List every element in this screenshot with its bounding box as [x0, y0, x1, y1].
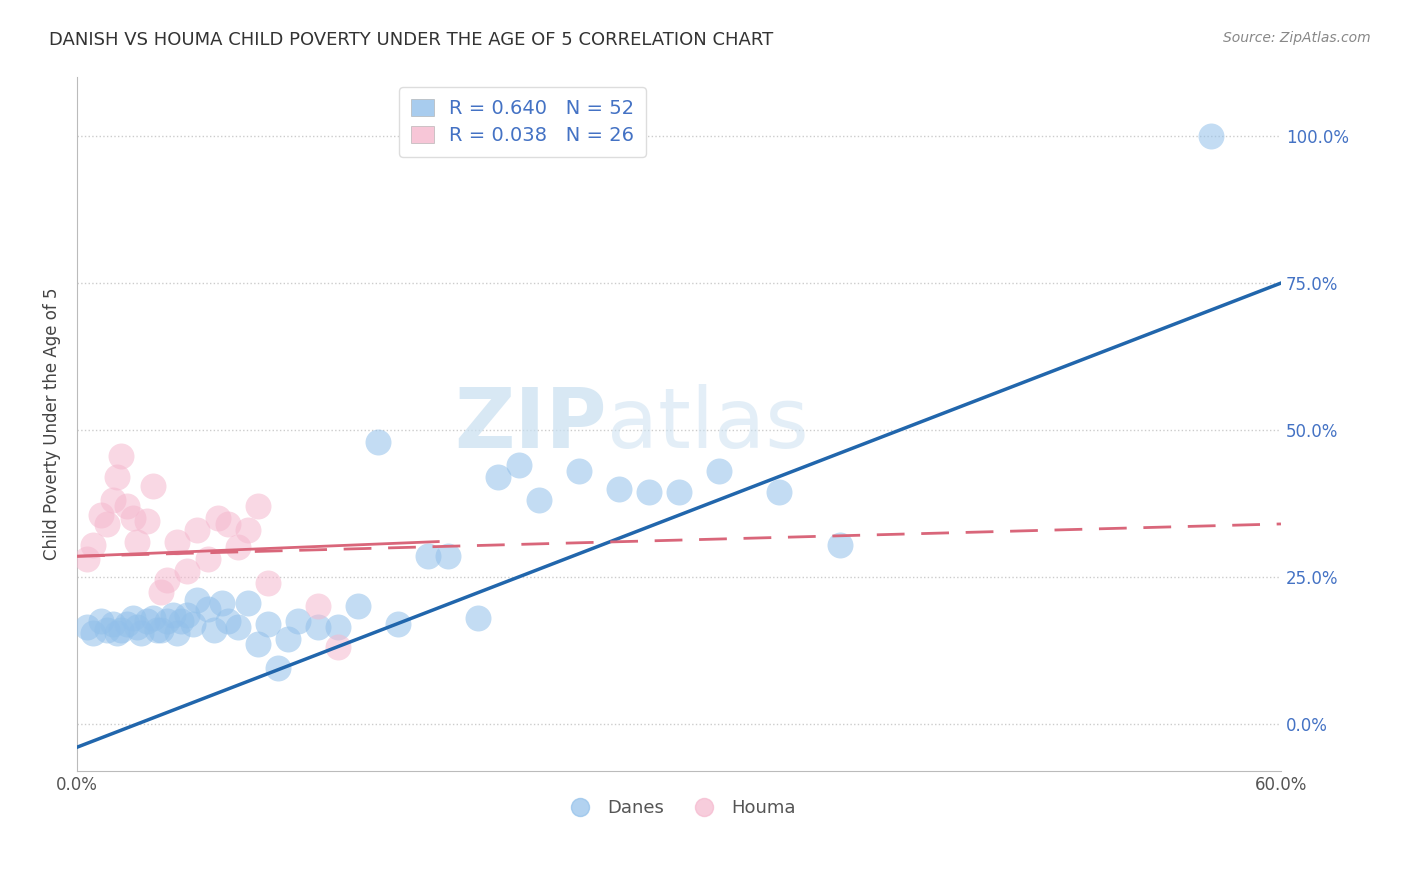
Point: [347, 599, 370, 614]
Point: [226, 541, 249, 555]
Point: [256, 575, 278, 590]
Point: [166, 534, 188, 549]
Point: [307, 599, 329, 614]
Point: [176, 607, 198, 622]
Point: [186, 523, 208, 537]
Point: [117, 616, 139, 631]
Point: [828, 537, 851, 551]
Point: [437, 549, 460, 564]
Point: [246, 500, 269, 514]
Point: [136, 614, 159, 628]
Point: [226, 620, 249, 634]
Point: [122, 611, 145, 625]
Point: [326, 640, 349, 655]
Point: [127, 620, 149, 634]
Legend: Danes, Houma: Danes, Houma: [555, 791, 803, 824]
Point: [1199, 129, 1222, 144]
Point: [90, 508, 112, 522]
Point: [267, 661, 290, 675]
Point: [142, 611, 165, 625]
Point: [287, 614, 309, 628]
Point: [418, 549, 440, 564]
Text: ZIP: ZIP: [454, 384, 607, 465]
Point: [217, 614, 239, 628]
Point: [117, 500, 139, 514]
Point: [197, 602, 219, 616]
Point: [136, 514, 159, 528]
Point: [176, 564, 198, 578]
Point: [638, 484, 661, 499]
Point: [166, 625, 188, 640]
Point: [236, 523, 259, 537]
Point: [707, 464, 730, 478]
Point: [110, 450, 132, 464]
Point: [186, 593, 208, 607]
Point: [103, 616, 125, 631]
Point: [162, 607, 184, 622]
Point: [508, 458, 530, 473]
Point: [82, 537, 104, 551]
Point: [527, 493, 550, 508]
Point: [150, 623, 173, 637]
Text: atlas: atlas: [607, 384, 808, 465]
Point: [768, 484, 790, 499]
Point: [82, 625, 104, 640]
Point: [387, 616, 409, 631]
Point: [76, 552, 98, 566]
Point: [326, 620, 349, 634]
Point: [150, 584, 173, 599]
Point: [236, 596, 259, 610]
Y-axis label: Child Poverty Under the Age of 5: Child Poverty Under the Age of 5: [44, 288, 60, 560]
Point: [256, 616, 278, 631]
Point: [202, 623, 225, 637]
Point: [217, 516, 239, 531]
Point: [96, 623, 118, 637]
Point: [142, 479, 165, 493]
Point: [110, 623, 132, 637]
Point: [467, 611, 489, 625]
Point: [146, 623, 169, 637]
Point: [122, 511, 145, 525]
Point: [129, 625, 152, 640]
Point: [668, 484, 690, 499]
Point: [183, 616, 205, 631]
Point: [170, 614, 193, 628]
Point: [103, 493, 125, 508]
Point: [105, 470, 128, 484]
Point: [156, 573, 179, 587]
Point: [277, 632, 299, 646]
Point: [488, 470, 510, 484]
Point: [211, 596, 233, 610]
Point: [367, 434, 389, 449]
Point: [96, 516, 118, 531]
Point: [207, 511, 229, 525]
Text: DANISH VS HOUMA CHILD POVERTY UNDER THE AGE OF 5 CORRELATION CHART: DANISH VS HOUMA CHILD POVERTY UNDER THE …: [49, 31, 773, 49]
Point: [76, 620, 98, 634]
Point: [197, 552, 219, 566]
Text: Source: ZipAtlas.com: Source: ZipAtlas.com: [1223, 31, 1371, 45]
Point: [127, 534, 149, 549]
Point: [90, 614, 112, 628]
Point: [105, 625, 128, 640]
Point: [568, 464, 591, 478]
Point: [307, 620, 329, 634]
Point: [156, 614, 179, 628]
Point: [607, 482, 630, 496]
Point: [246, 637, 269, 651]
